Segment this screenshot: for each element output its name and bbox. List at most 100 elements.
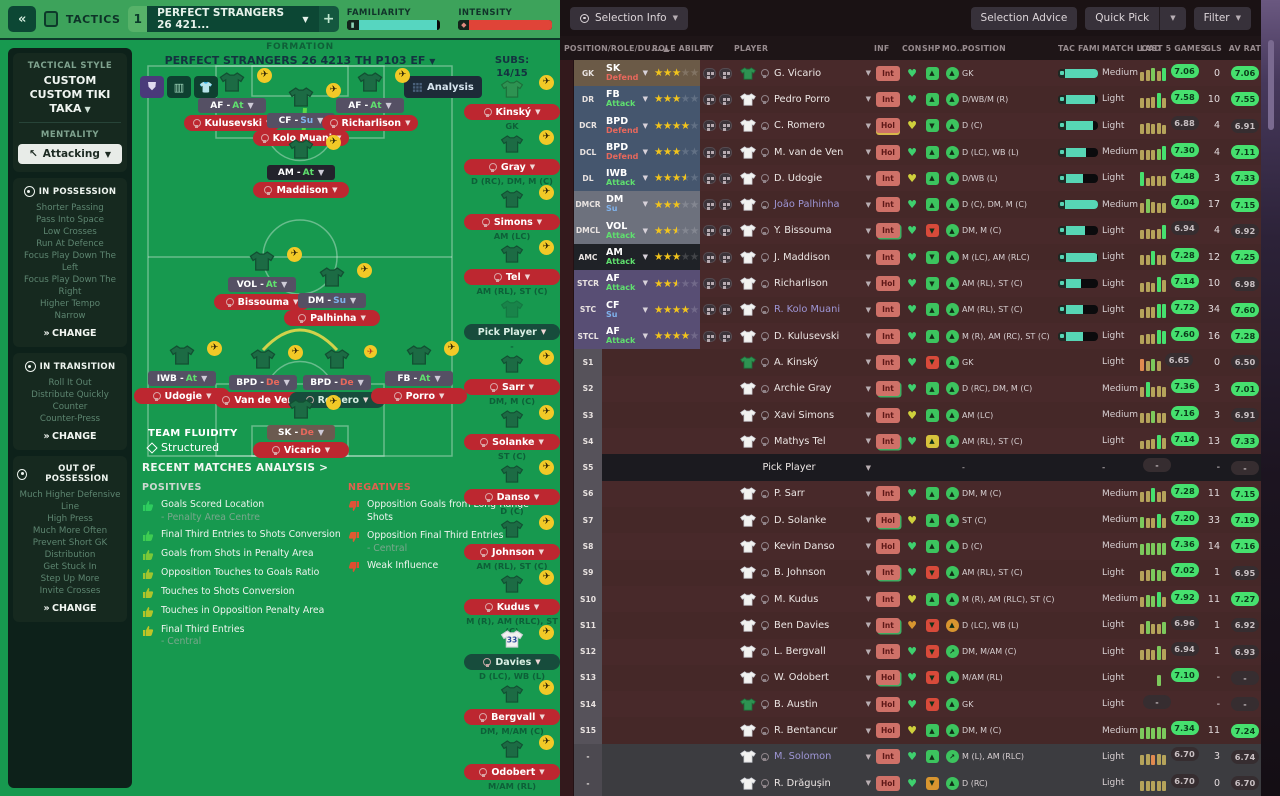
squad-row-kevin-danso[interactable]: S8 Kevin Danso ▼ Hol ♥ ▲ ▲ D (C) Medium 7.36 14 7.1… xyxy=(560,533,1261,560)
sub-item-simons[interactable]: ✈ Simons ▼ AM (LC) xyxy=(464,185,560,241)
squad-row-c-romero[interactable]: DCR BPD Defend ▼ ★ ★ ★ ★ ★ C. Romero ▼ Hol ♥ ▼ ▲ D (C) L… xyxy=(560,112,1261,139)
role-pill[interactable]: DM - Su ▼ xyxy=(298,293,366,308)
pitch-player-bissouma[interactable]: ✈ VOL - At ▼ Bissouma ▼ xyxy=(210,247,314,310)
sub-item-davies[interactable]: 33 ✈ Davies ▼ D (LC), WB (L) xyxy=(464,625,560,681)
analysis-button[interactable]: Analysis xyxy=(404,76,482,98)
sub-name-pill[interactable]: Kudus ▼ xyxy=(464,599,560,615)
player-instructions-cell[interactable] xyxy=(700,191,734,217)
role-cell[interactable]: DM Su ▼ xyxy=(602,191,652,218)
squad-row-xavi-simons[interactable]: S3 Xavi Simons ▼ Int ♥ ▲ ▲ AM (LC) Medium 7.16 3 6.… xyxy=(560,401,1261,429)
sub-name-pill[interactable]: Bergvall ▼ xyxy=(464,709,560,725)
role-pill[interactable]: BPD - De ▼ xyxy=(229,375,297,390)
pi-icon[interactable] xyxy=(718,225,732,237)
player-cell[interactable]: R. Drăgușin ▼ xyxy=(734,770,874,796)
squad-row-m-van-de-ven[interactable]: DCL BPD Defend ▼ ★ ★ ★ ★ ★ M. van de Ven ▼ Hol ♥ ▲ ▲ D … xyxy=(560,138,1261,166)
squad-row-w-odobert[interactable]: S13 W. Odobert ▼ Hol ♥ ▼ ▲ M/AM (RL) Light 7.10- - xyxy=(560,664,1261,692)
squad-row-l-bergvall[interactable]: S12 L. Bergvall ▼ Int ♥ ▼ ↗ DM, M/AM (C) Light 6.… xyxy=(560,638,1261,665)
sub-name-pill[interactable]: Pick Player ▼ xyxy=(464,324,560,340)
sub-item-solanke[interactable]: ✈ Solanke ▼ ST (C) xyxy=(464,405,560,461)
sub-name-pill[interactable]: Johnson ▼ xyxy=(464,544,560,560)
role-cell[interactable]: SK Defend ▼ xyxy=(602,60,652,87)
squad-row-d-solanke[interactable]: S7 D. Solanke ▼ Hol ♥ ▲ ▲ ST (C) Medium 7.20 33 7.1… xyxy=(560,507,1261,534)
pitch-player-maddison[interactable]: ✈ AM - At ▼ Maddison ▼ xyxy=(249,135,353,198)
player-cell[interactable]: D. Udogie ▼ xyxy=(734,165,874,191)
squad-row-pick-player[interactable]: S5 Pick Player ▼ - - - - - xyxy=(560,454,1261,481)
column-header-pi[interactable]: PI xyxy=(700,43,710,53)
player-cell[interactable]: C. Romero ▼ xyxy=(734,113,874,139)
quick-pick-button[interactable]: Quick Pick xyxy=(1085,6,1160,30)
player-cell[interactable]: Mathys Tel ▼ xyxy=(734,428,874,454)
player-cell[interactable]: Pick Player ▼ xyxy=(762,462,871,474)
player-cell[interactable]: Ben Davies ▼ xyxy=(734,612,874,638)
tactic-tab-title[interactable]: PERFECT STRANGERS 26 421... ▼ xyxy=(147,6,319,32)
change-button[interactable]: » CHANGE xyxy=(43,328,97,340)
stats-view-button[interactable]: ▥ xyxy=(167,76,191,98)
player-cell[interactable]: B. Johnson ▼ xyxy=(734,560,874,586)
role-cell[interactable]: AF Attack ▼ xyxy=(602,322,652,350)
sub-name-pill[interactable]: Gray ▼ xyxy=(464,159,560,175)
sub-name-pill[interactable]: Simons ▼ xyxy=(464,214,560,230)
pi-icon[interactable] xyxy=(702,225,716,237)
pi-icon[interactable] xyxy=(718,304,732,316)
pitch-player-udogie[interactable]: ✈ IWB - At ▼ Udogie ▼ xyxy=(130,341,234,404)
player-instructions-cell[interactable] xyxy=(700,139,734,165)
role-cell[interactable]: AF Attack ▼ xyxy=(602,270,652,297)
pi-icon[interactable] xyxy=(702,120,716,132)
sub-item-johnson[interactable]: ✈ Johnson ▼ AM (RL), ST (C) xyxy=(464,515,560,571)
squad-row-r-dr-gu-in[interactable]: - R. Drăgușin ▼ Hol ♥ ▼ ▲ D (RC) Light 6.70 0 6.70 xyxy=(560,770,1261,796)
player-view-button[interactable]: ⛊ xyxy=(140,76,164,98)
player-cell[interactable]: Y. Bissouma ▼ xyxy=(734,218,874,244)
add-tactic-button[interactable]: + xyxy=(318,6,339,32)
sub-name-pill[interactable]: Kinský ▼ xyxy=(464,104,560,120)
player-cell[interactable]: L. Bergvall ▼ xyxy=(734,639,874,665)
player-cell[interactable]: R. Kolo Muani ▼ xyxy=(734,297,874,323)
pi-icon[interactable] xyxy=(718,251,732,263)
player-instructions-cell[interactable] xyxy=(700,86,734,112)
player-cell[interactable]: B. Austin ▼ xyxy=(734,691,874,717)
tactical-style-value[interactable]: CUSTOM CUSTOM TIKI TAKA ▼ xyxy=(29,74,111,115)
column-header-shp[interactable]: SHP xyxy=(922,43,941,53)
player-cell[interactable]: P. Sarr ▼ xyxy=(734,481,874,507)
column-header-match-load[interactable]: MATCH LOAD xyxy=(1102,43,1162,53)
player-instructions-cell[interactable] xyxy=(700,60,734,86)
role-cell[interactable]: IWB Attack ▼ xyxy=(602,165,652,192)
pitch-player-van-de-ven[interactable]: ✈BPD -De▼Van de Ven▼ xyxy=(211,345,315,408)
kit-view-button[interactable]: 👕 xyxy=(194,76,218,98)
sub-item-danso[interactable]: ✈ Danso ▼ D (C) xyxy=(464,460,560,516)
squad-row-a-kinsk-[interactable]: S1 A. Kinský ▼ Int ♥ ▼ ▲ GK Light 6.65 0 6.50 xyxy=(560,349,1261,376)
player-cell[interactable]: M. van de Ven ▼ xyxy=(734,139,874,165)
pitch-player-kolo-muani[interactable]: ✈CF -Su▼Kolo Muani▼ xyxy=(249,83,353,146)
role-pill[interactable]: AF - At ▼ xyxy=(336,98,404,113)
pi-icon[interactable] xyxy=(702,330,716,342)
role-pill[interactable]: AF - At ▼ xyxy=(198,98,266,113)
role-cell[interactable]: CF Su ▼ xyxy=(602,296,652,323)
role-pill[interactable]: BPD - De ▼ xyxy=(303,375,371,390)
quick-pick-chevron[interactable]: ▼ xyxy=(1159,6,1186,30)
sub-name-pill[interactable]: Odobert ▼ xyxy=(464,764,560,780)
player-name-pill[interactable]: Maddison ▼ xyxy=(253,182,349,198)
pi-icon[interactable] xyxy=(718,199,732,211)
sub-name-pill[interactable]: Sarr ▼ xyxy=(464,379,560,395)
tactic-tab-number[interactable]: 1 xyxy=(128,6,148,32)
column-header-position-role-du-[interactable]: POSITION/ROLE/DU... ▲ xyxy=(564,43,670,53)
pi-icon[interactable] xyxy=(702,67,716,79)
player-cell[interactable]: M. Kudus ▼ xyxy=(734,586,874,612)
role-cell[interactable]: BPD Defend ▼ xyxy=(602,112,652,139)
sub-item-gray[interactable]: ✈ Gray ▼ D (RC), DM, M (C) xyxy=(464,130,560,186)
pitch-player-porro[interactable]: ✈ FB - At ▼ Porro ▼ xyxy=(367,341,471,404)
change-button[interactable]: » CHANGE xyxy=(43,431,97,443)
player-cell[interactable]: J. Maddison ▼ xyxy=(734,244,874,270)
pi-icon[interactable] xyxy=(702,146,716,158)
role-pill[interactable]: AM - At ▼ xyxy=(267,165,335,180)
player-cell[interactable]: D. Solanke ▼ xyxy=(734,507,874,533)
pi-icon[interactable] xyxy=(702,278,716,290)
squad-row-g-vicario[interactable]: GK SK Defend ▼ ★ ★ ★ ★ ★ G. Vicario ▼ Int ♥ ▲ ▲ GK Mediu… xyxy=(560,60,1261,87)
scrollbar-thumb[interactable] xyxy=(1268,40,1274,130)
sub-item-kudus[interactable]: ✈ Kudus ▼ M (R), AM (RLC), ST (C) xyxy=(464,570,560,636)
squad-row-archie-gray[interactable]: S2 Archie Gray ▼ Int ♥ ▲ ▲ D (RC), DM, M (C) Med… xyxy=(560,375,1261,402)
pi-icon[interactable] xyxy=(718,330,732,342)
recent-matches-analysis-title[interactable]: RECENT MATCHES ANALYSIS > xyxy=(142,462,329,474)
squad-row-y-bissouma[interactable]: DMCL VOL Attack ▼ ★ ★ ★ ★ ★ ★ Y. Bissouma ▼ Int ♥ ▼ ▲ DM… xyxy=(560,217,1261,245)
player-instructions-cell[interactable] xyxy=(700,270,734,296)
player-name-pill[interactable]: Udogie ▼ xyxy=(134,388,230,404)
